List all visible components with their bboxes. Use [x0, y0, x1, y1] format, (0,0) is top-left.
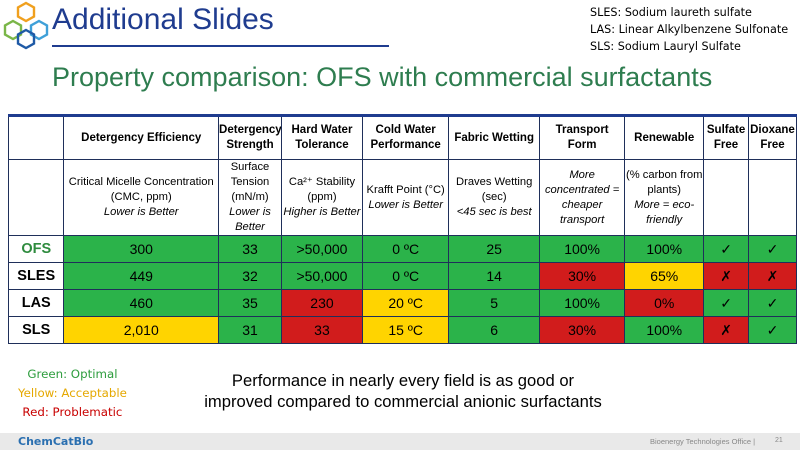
- value-cell: 33: [218, 235, 282, 263]
- criteria-metric: Critical Micelle Concentration (CMC, ppm…: [68, 176, 214, 203]
- value-cell: 6: [448, 316, 540, 344]
- footer-brand-logo: ChemCatBio: [18, 435, 94, 448]
- value-cell: 20 ºC: [361, 289, 450, 317]
- criteria-metric: Krafft Point (°C): [366, 183, 445, 196]
- column-header: Hard Water Tolerance: [280, 114, 363, 160]
- legend-yellow: Yellow: Acceptable: [18, 386, 127, 400]
- value-cell: >50,000: [280, 235, 363, 263]
- abbreviation-las: LAS: Linear Alkylbenzene Sulfonate: [590, 23, 789, 36]
- summary-statement: Performance in nearly every field is as …: [204, 371, 602, 411]
- value-cell: 30%: [538, 316, 626, 344]
- value-cell: ✓: [703, 235, 749, 263]
- column-header: Detergency Strength: [218, 114, 282, 160]
- value-cell: 0%: [624, 289, 705, 317]
- criteria-cell: [747, 159, 798, 236]
- table-row: SLS 2,010 31 33 15 ºC 6 30% 100% ✗ ✓: [7, 316, 798, 344]
- abbreviation-notes: SLES: Sodium laureth sulfate LAS: Linear…: [590, 4, 788, 55]
- title-underline: [52, 45, 389, 47]
- value-cell: 32: [218, 262, 282, 290]
- criteria-cell: More concentrated = cheaper transport: [538, 159, 626, 236]
- value-cell: 100%: [538, 289, 626, 317]
- criteria-cell: [703, 159, 749, 236]
- column-header: Cold Water Performance: [361, 114, 450, 160]
- row-label: LAS: [7, 289, 65, 317]
- criteria-note: Higher is Better: [283, 206, 361, 218]
- value-cell: ✓: [703, 289, 749, 317]
- table-row: LAS 460 35 230 20 ºC 5 100% 0% ✓ ✓: [7, 289, 798, 317]
- value-cell: 300: [63, 235, 220, 263]
- color-legend: Green: Optimal Yellow: Acceptable Red: P…: [18, 365, 127, 422]
- footer-bar: ChemCatBio Bioenergy Technologies Office…: [0, 433, 800, 450]
- property-comparison-table: Detergency Efficiency Detergency Strength…: [7, 114, 798, 344]
- criteria-note: More = eco-friendly: [634, 198, 695, 226]
- value-cell: >50,000: [280, 262, 363, 290]
- criteria-cell: Krafft Point (°C) Lower is Better: [361, 159, 450, 236]
- column-header: Dioxane Free: [747, 114, 798, 160]
- value-cell: ✗: [747, 262, 798, 290]
- criteria-metric: (% carbon from plants): [625, 168, 703, 196]
- value-cell: 460: [63, 289, 220, 317]
- criteria-metric: Surface Tension (mN/m): [230, 161, 270, 203]
- value-cell: 2,010: [63, 316, 220, 344]
- abbreviation-sles: SLES: Sodium laureth sulfate: [590, 6, 752, 19]
- value-cell: 14: [448, 262, 540, 290]
- value-cell: 449: [63, 262, 220, 290]
- criteria-corner: [7, 159, 65, 236]
- value-cell: ✗: [703, 262, 749, 290]
- criteria-metric: Draves Wetting (sec): [456, 176, 533, 203]
- value-cell: ✓: [747, 316, 798, 344]
- column-header: Transport Form: [538, 114, 626, 160]
- value-cell: 33: [280, 316, 363, 344]
- value-cell: 100%: [538, 235, 626, 263]
- value-cell: 31: [218, 316, 282, 344]
- value-cell: 5: [448, 289, 540, 317]
- value-cell: 100%: [624, 235, 705, 263]
- row-label: OFS: [7, 235, 65, 263]
- criteria-cell: Surface Tension (mN/m) Lower is Better: [218, 159, 282, 236]
- value-cell: ✓: [747, 235, 798, 263]
- row-label: SLS: [7, 316, 65, 344]
- value-cell: 25: [448, 235, 540, 263]
- criteria-note: Lower is Better: [103, 206, 179, 218]
- footer-office: Bioenergy Technologies Office |: [650, 437, 756, 446]
- value-cell: 0 ºC: [361, 262, 450, 290]
- column-header: Sulfate Free: [703, 114, 749, 160]
- abbreviation-sls: SLS: Sodium Lauryl Sulfate: [590, 40, 741, 53]
- criteria-note: Lower is Better: [368, 198, 443, 211]
- value-cell: ✗: [703, 316, 749, 344]
- table-header-row: Detergency Efficiency Detergency Strength…: [7, 114, 798, 160]
- table-row: SLES 449 32 >50,000 0 ºC 14 30% 65% ✗ ✗: [7, 262, 798, 290]
- criteria-cell: Ca²⁺ Stability (ppm) Higher is Better: [280, 159, 363, 236]
- criteria-note: <45 sec is best: [456, 206, 532, 218]
- column-header: Fabric Wetting: [448, 114, 540, 160]
- criteria-cell: Critical Micelle Concentration (CMC, ppm…: [63, 159, 220, 236]
- value-cell: 30%: [538, 262, 626, 290]
- value-cell: 100%: [624, 316, 705, 344]
- value-cell: 230: [280, 289, 363, 317]
- slide-subtitle: Property comparison: OFS with commercial…: [52, 62, 713, 92]
- criteria-row: Critical Micelle Concentration (CMC, ppm…: [7, 159, 798, 236]
- row-label: SLES: [7, 262, 65, 290]
- criteria-note: Lower is Better: [229, 206, 271, 233]
- hexagon-logo-icon: [3, 1, 49, 50]
- value-cell: ✓: [747, 289, 798, 317]
- value-cell: 65%: [624, 262, 705, 290]
- legend-green: Green: Optimal: [27, 367, 118, 381]
- header-corner: [7, 114, 65, 160]
- value-cell: 35: [218, 289, 282, 317]
- legend-red: Red: Problematic: [22, 405, 123, 419]
- criteria-note: More concentrated = cheaper transport: [544, 168, 620, 226]
- criteria-metric: Ca²⁺ Stability (ppm): [288, 176, 356, 203]
- value-cell: 0 ºC: [361, 235, 450, 263]
- column-header: Detergency Efficiency: [63, 114, 220, 160]
- criteria-cell: Draves Wetting (sec) <45 sec is best: [448, 159, 540, 236]
- criteria-cell: (% carbon from plants) More = eco-friendl…: [624, 159, 705, 236]
- page-title: Additional Slides: [52, 3, 274, 36]
- page-number: 21: [775, 437, 783, 444]
- table-row: OFS 300 33 >50,000 0 ºC 25 100% 100% ✓ ✓: [7, 235, 798, 263]
- value-cell: 15 ºC: [361, 316, 450, 344]
- column-header: Renewable: [624, 114, 705, 160]
